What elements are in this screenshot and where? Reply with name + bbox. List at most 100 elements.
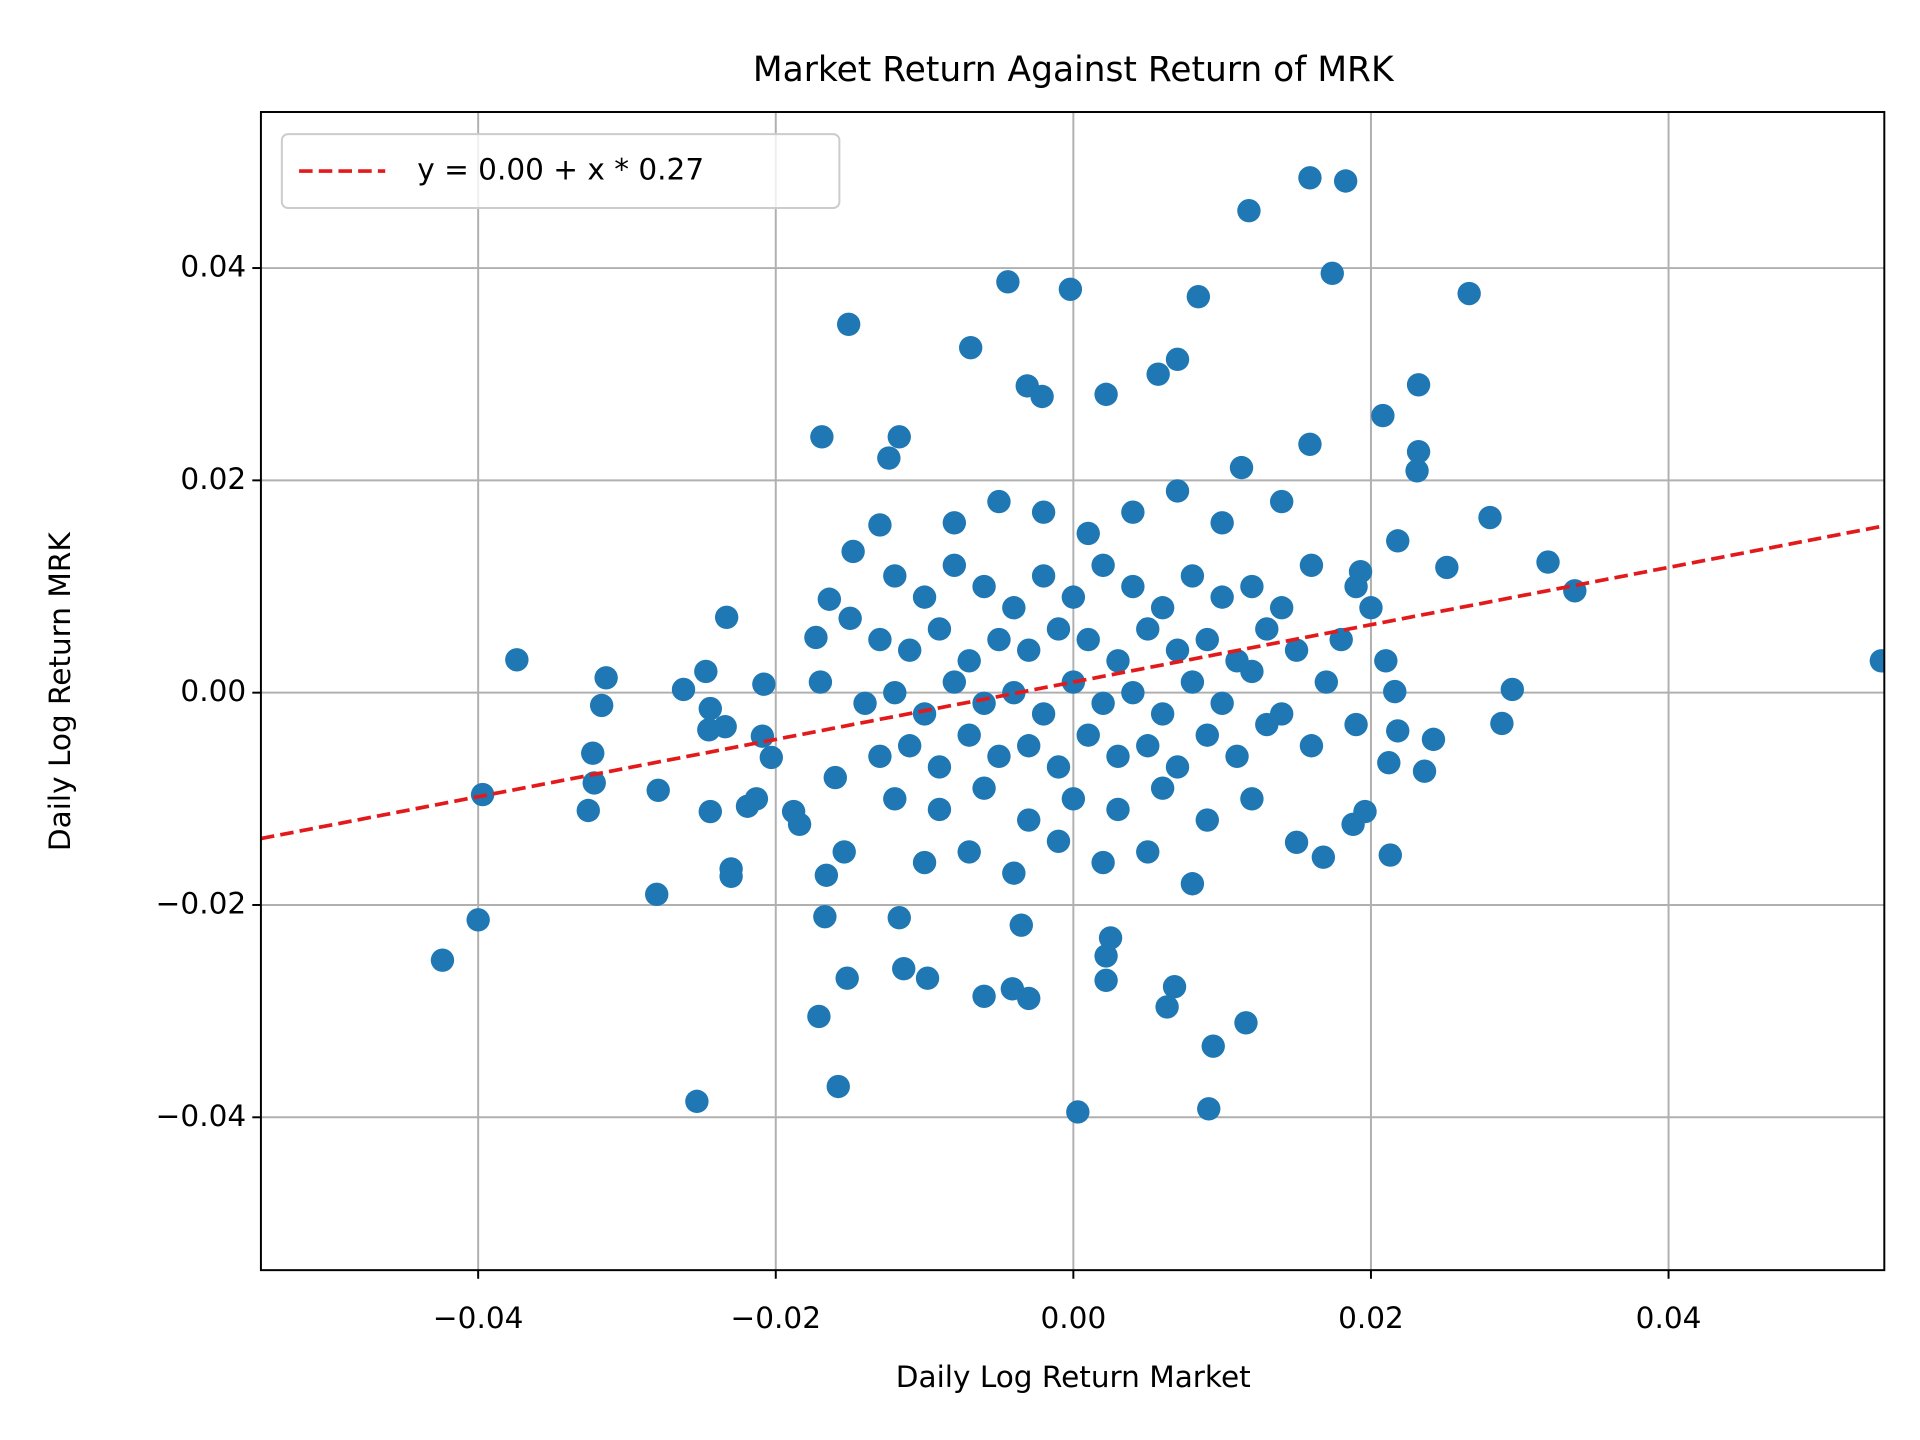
scatter-point — [759, 745, 783, 770]
scatter-point — [1061, 787, 1086, 811]
scatter-point — [835, 966, 859, 990]
scatter-point — [1210, 511, 1234, 535]
scatter-point — [1150, 776, 1175, 800]
scatter-point — [576, 798, 600, 823]
scatter-point — [868, 744, 892, 769]
scatter-point — [1320, 261, 1344, 286]
scatter-point — [1002, 596, 1026, 620]
scatter-point — [841, 539, 865, 564]
scatter-point — [1269, 596, 1294, 620]
scatter-point — [972, 691, 996, 715]
scatter-point — [1229, 455, 1254, 480]
scatter-point — [1155, 995, 1179, 1019]
legend-label: y = 0.00 + x * 0.27 — [417, 153, 704, 187]
scatter-point — [1061, 585, 1086, 609]
scatter-point — [823, 765, 847, 790]
scatter-point — [1031, 500, 1056, 524]
scatter-point — [1197, 1097, 1221, 1121]
scatter-point — [694, 659, 718, 684]
scatter-point — [1269, 489, 1294, 514]
scatter-point — [1353, 799, 1377, 824]
scatter-point — [1344, 712, 1368, 737]
y-axis-label: Daily Log Return MRK — [43, 532, 77, 851]
scatter-point — [1002, 861, 1026, 885]
scatter-point — [868, 513, 892, 537]
scatter-point — [987, 744, 1011, 769]
scatter-point — [1234, 1011, 1258, 1035]
scatter-point — [1421, 727, 1446, 752]
x-axis-label: Daily Log Return Market — [896, 1360, 1251, 1394]
x-tick-label: 0.04 — [1636, 1301, 1702, 1335]
scatter-point — [1435, 555, 1459, 580]
scatter-point — [1255, 617, 1279, 641]
scatter-point — [1195, 808, 1219, 832]
scatter-point — [912, 702, 937, 726]
scatter-point — [1237, 199, 1261, 223]
scatter-point — [1002, 680, 1026, 705]
y-tick-label: 0.02 — [180, 462, 246, 496]
y-tick-label: 0.04 — [180, 250, 246, 284]
scatter-point — [1091, 553, 1115, 577]
scatter-point — [1162, 975, 1187, 999]
scatter-point — [1386, 719, 1410, 743]
scatter-point — [958, 335, 983, 360]
scatter-point — [1136, 734, 1160, 758]
scatter-point — [1201, 1034, 1225, 1058]
scatter-point — [1017, 638, 1041, 662]
scatter-point — [1165, 347, 1190, 372]
scatter-point — [1869, 649, 1885, 673]
scatter-point — [1180, 670, 1205, 694]
scatter-point — [1046, 829, 1071, 853]
scatter-point — [987, 627, 1011, 652]
scatter-point — [996, 270, 1020, 294]
scatter-point — [1255, 712, 1279, 737]
scatter-point — [1076, 627, 1100, 652]
scatter-point — [1046, 617, 1071, 641]
scatter-point — [1180, 872, 1205, 896]
scatter-point — [1314, 670, 1339, 694]
scatter-point — [1240, 574, 1264, 599]
scatter-point — [887, 425, 911, 449]
scatter-point — [1094, 968, 1118, 993]
scatter-point — [1091, 850, 1115, 875]
scatter-point — [1378, 843, 1402, 867]
scatter-point — [808, 670, 833, 694]
scatter-point — [1094, 382, 1118, 407]
scatter-point — [1311, 845, 1336, 869]
scatter-point — [1374, 649, 1398, 673]
y-tick-label: 0.00 — [180, 674, 246, 708]
scatter-point — [1284, 638, 1309, 662]
scatter-point — [877, 446, 901, 470]
scatter-point — [430, 948, 455, 972]
scatter-point — [505, 648, 529, 672]
scatter-point — [1121, 574, 1145, 599]
scatter-point — [645, 882, 669, 907]
scatter-point — [1098, 926, 1123, 950]
scatter-point — [582, 771, 606, 795]
scatter-point — [1195, 723, 1219, 747]
scatter-point — [1210, 691, 1234, 715]
plot-frame — [259, 111, 1886, 1272]
scatter-point — [1412, 759, 1437, 783]
x-tick-label: −0.04 — [433, 1301, 523, 1335]
scatter-point — [892, 956, 916, 981]
scatter-point — [1017, 986, 1041, 1011]
scatter-point — [957, 723, 981, 747]
scatter-point — [1136, 840, 1160, 864]
scatter-point — [957, 840, 981, 864]
scatter-point — [942, 511, 967, 535]
scatter-point — [814, 863, 839, 887]
scatter-point — [1359, 596, 1383, 620]
scatter-point — [1406, 373, 1431, 397]
scatter-point — [1017, 808, 1041, 832]
scatter-point — [1284, 830, 1309, 855]
scatter-point — [1180, 564, 1205, 588]
scatter-point — [927, 797, 952, 822]
scatter-point — [868, 627, 892, 652]
scatter-point — [957, 649, 981, 673]
scatter-point — [897, 638, 922, 662]
scatter-point — [836, 312, 861, 337]
y-tick-label: −0.02 — [156, 886, 246, 920]
